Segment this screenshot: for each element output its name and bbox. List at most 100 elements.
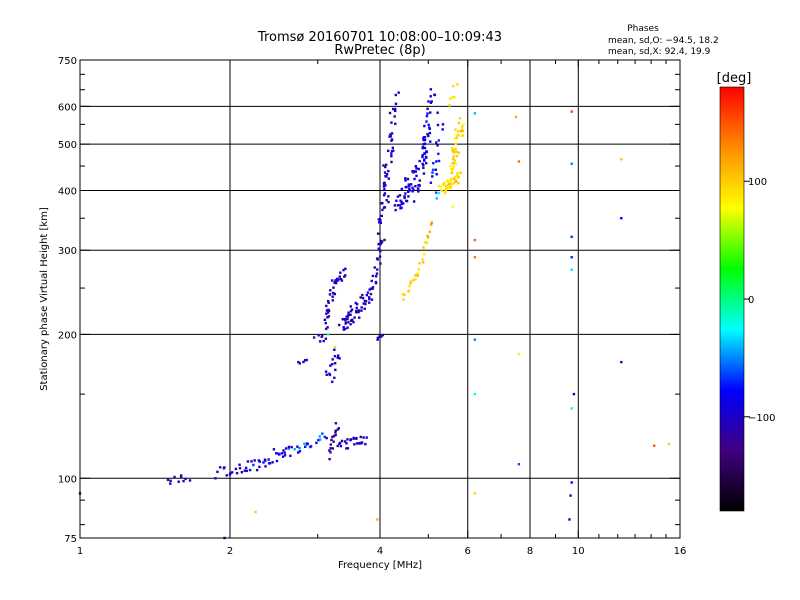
colorbar-fill (719, 86, 745, 512)
o-mode-point (325, 304, 328, 308)
o-mode-point (325, 436, 328, 440)
o-mode-point (425, 156, 428, 159)
o-mode-point (304, 445, 307, 449)
o-mode-point (323, 318, 327, 322)
o-mode-point (429, 111, 432, 114)
o-mode-point (355, 437, 358, 440)
o-mode-point (418, 159, 421, 163)
x-mode-point (418, 262, 421, 265)
phase-stats-x: mean, sd,X: 92.4, 19.9 (608, 47, 711, 57)
o-mode-point (376, 338, 379, 341)
o-mode-point (370, 298, 374, 301)
x-mode-point (457, 121, 461, 125)
scattered-point (437, 191, 441, 195)
chart-subtitle: RwPretec (8p) (334, 43, 425, 58)
o-mode-point (425, 150, 428, 154)
o-mode-point (309, 445, 313, 448)
o-mode-point (329, 289, 332, 292)
o-mode-point (332, 434, 336, 438)
o-mode-point (382, 164, 385, 167)
x-mode-point (453, 95, 456, 99)
o-mode-point (387, 169, 390, 173)
o-mode-point (305, 358, 308, 362)
o-mode-point (437, 139, 441, 142)
o-mode-point (342, 325, 345, 329)
scattered-point (570, 110, 573, 113)
o-mode-point (343, 440, 347, 443)
x-mode-point (451, 162, 454, 165)
x-mode-point (454, 151, 457, 154)
o-mode-point (346, 315, 350, 318)
o-mode-point (238, 463, 241, 466)
o-mode-point (238, 466, 242, 470)
o-mode-point (378, 218, 382, 221)
data-points (78, 83, 671, 540)
scattered-point (254, 510, 257, 514)
o-mode-point (302, 360, 305, 364)
x-mode-point (414, 278, 417, 281)
o-mode-point (436, 123, 440, 127)
o-mode-point (393, 107, 397, 111)
colorbar-tick-label: −100 (748, 413, 775, 424)
o-mode-point (258, 460, 261, 463)
x-mode-point (453, 137, 457, 140)
y-tick-label: 500 (58, 140, 77, 151)
o-mode-point (283, 454, 287, 457)
o-mode-point (253, 459, 256, 462)
o-mode-point (328, 457, 331, 461)
o-mode-point (347, 313, 350, 317)
o-mode-point (434, 168, 437, 171)
scattered-point (570, 407, 573, 410)
o-mode-point (379, 335, 382, 338)
o-mode-point (338, 323, 341, 327)
o-mode-point (379, 262, 382, 265)
o-mode-point (373, 266, 376, 269)
o-mode-point (390, 139, 393, 142)
o-mode-point (352, 321, 355, 324)
o-mode-point (360, 306, 363, 309)
grid-lines (80, 60, 680, 538)
colorbar: [deg] 100 0 −100 (717, 71, 775, 512)
o-mode-point (339, 278, 343, 281)
o-mode-point (337, 278, 340, 281)
x-mode-point (402, 298, 405, 301)
o-mode-point (381, 201, 384, 205)
o-mode-point (252, 463, 255, 467)
scattered-point (572, 392, 576, 396)
o-mode-point (403, 195, 406, 198)
o-mode-point (355, 442, 359, 445)
o-mode-point (441, 123, 445, 126)
x-axis-ticks: 1 2 4 6 8 10 16 (77, 60, 686, 557)
o-mode-point (320, 335, 323, 338)
o-mode-point (395, 199, 398, 202)
x-mode-point (426, 234, 429, 238)
x-mode-point (451, 167, 454, 171)
o-mode-point (376, 336, 380, 340)
x-mode-point (449, 185, 452, 188)
scattered-point (570, 162, 573, 165)
o-mode-point (437, 152, 440, 156)
x-mode-point (428, 230, 431, 234)
x-mode-point (454, 128, 457, 131)
x-mode-point (453, 175, 457, 179)
o-mode-point (423, 135, 427, 139)
o-mode-point (380, 214, 384, 218)
x-mode-point (456, 172, 459, 175)
x-mode-point (450, 182, 453, 186)
x-mode-point (453, 159, 456, 162)
x-mode-point (448, 104, 451, 107)
x-tick-label: 4 (377, 546, 383, 557)
o-mode-point (390, 132, 394, 135)
y-tick-label: 75 (64, 534, 77, 545)
o-mode-point (240, 470, 244, 474)
x-mode-point (439, 185, 442, 188)
o-mode-point (358, 441, 362, 445)
o-mode-point (336, 444, 339, 448)
o-mode-point (390, 121, 393, 124)
x-mode-point (403, 293, 406, 296)
chart-title: Tromsø 20160701 10:08:00–10:09:43 (257, 30, 502, 45)
o-mode-point (408, 187, 411, 191)
o-mode-point (349, 323, 352, 326)
o-mode-point (386, 149, 390, 152)
o-mode-point (287, 447, 290, 450)
